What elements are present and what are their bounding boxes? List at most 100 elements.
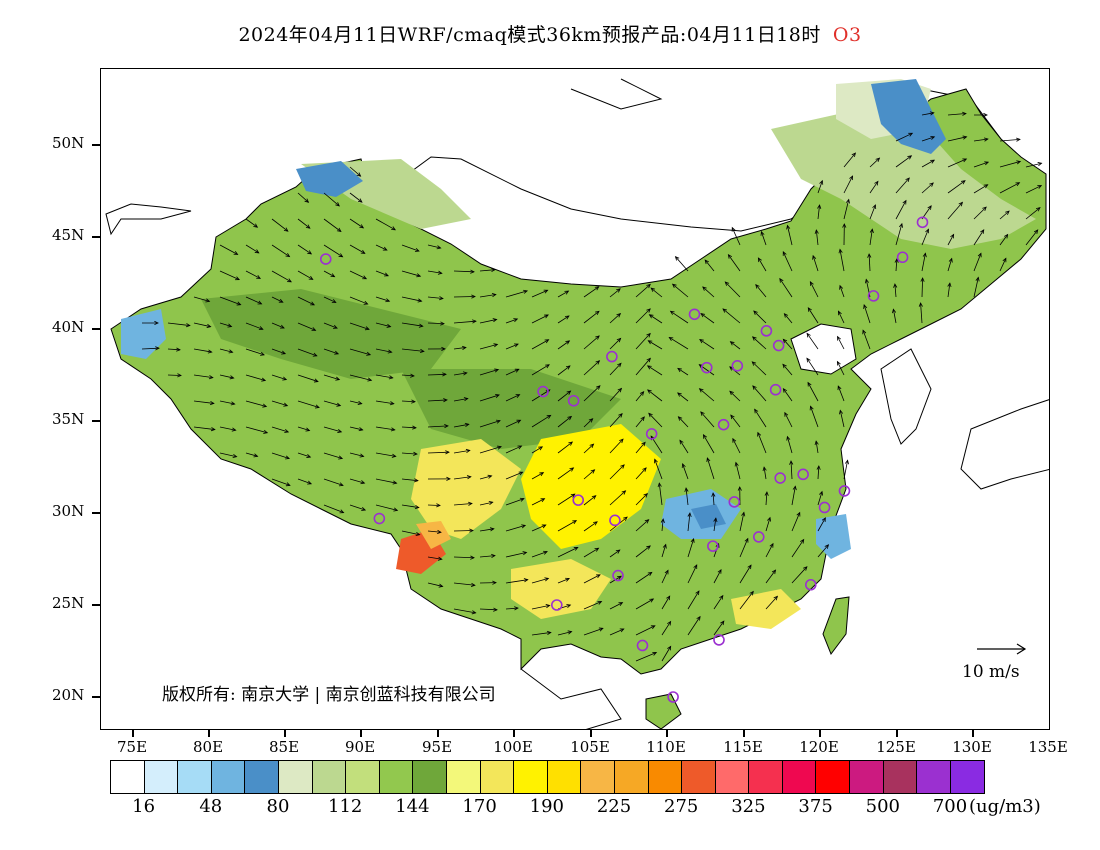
wind-vector [297,192,309,203]
wind-vector-head [338,253,344,258]
wind-vector-head [875,157,881,162]
wind-vector-head [646,332,651,338]
wind-vector [817,544,829,558]
yellow-patch-south-tibet [411,439,521,539]
wind-vector-head [593,521,598,526]
wind-vector [427,556,442,560]
wind-vector [271,218,289,232]
wind-vector-head [773,595,779,601]
wind-vector-head [488,500,494,505]
colorbar-swatch [346,761,380,793]
balkhash-outline [105,203,192,236]
wind-vector [193,374,213,379]
wind-vector [349,322,370,330]
wind-vector-head [737,486,742,491]
korea-outline [880,348,932,445]
station-marker [896,251,909,264]
wind-vector [245,400,267,407]
wind-vector [349,218,364,229]
wind-vector [635,442,646,454]
wind-vector-head [564,290,570,295]
wind-vector [245,322,263,330]
wind-vector-head [367,377,373,382]
lon-label-105e: 105E [570,738,610,756]
wind-vector-head [891,308,897,314]
lat-tick [92,236,100,238]
wind-vector-head [616,337,622,343]
wind-vector [557,467,574,480]
wind-vector-head [639,391,645,396]
wind-vector-head [1002,257,1007,263]
wind-vector-head [285,482,291,487]
wind-vector [531,289,548,298]
wind-vector [349,400,362,405]
wind-vector-head [543,550,548,555]
wind-vector-head [722,308,728,313]
wind-vector-field [141,111,1043,662]
wind-vector-head [564,315,570,320]
wind-vector [702,286,715,298]
wind-vector [807,307,819,324]
wind-vector-head [492,318,498,323]
wind-vector-head [618,412,623,418]
wind-vector-head [357,198,363,203]
colorbar-swatch [480,761,515,793]
wind-vector-head [414,247,420,252]
wind-vector [219,374,234,379]
lon-tick [666,730,668,737]
wind-vector [479,446,502,454]
wind-vector [453,398,468,402]
wind-vector [583,310,600,324]
lon-tick [590,730,592,737]
wind-vector [635,598,654,610]
station-marker [373,512,386,525]
wind-vector [765,596,778,610]
wind-vector-head [1003,233,1009,239]
wind-vector-head [176,347,181,352]
wind-vector [479,369,499,376]
wind-vector [531,364,550,376]
wind-vector-head [851,152,857,158]
station-marker [804,578,817,591]
wind-vector [609,313,621,324]
wind-vector [557,416,572,428]
station-marker [769,383,782,396]
wind-vector [703,434,715,454]
wind-vector [782,364,793,376]
wind-vector-head [419,348,425,354]
wind-vector-head [567,415,573,421]
wind-vector-head [729,341,735,346]
wind-vector-head [907,155,913,160]
wind-vector [219,400,235,405]
wind-vector [650,287,663,298]
wind-vector [453,476,471,480]
wind-vector-head [824,544,830,549]
wind-vector-head [436,245,442,250]
wind-vector [895,223,903,246]
wind-vector-head [338,482,344,487]
wind-vector [973,206,987,220]
wind-vector-head [771,569,777,575]
wind-vector [817,491,823,506]
wind-vector [894,284,897,298]
colorbar-swatch [648,761,683,793]
wind-vector [427,582,443,587]
wind-vector [323,192,340,207]
wind-vector-head [444,424,449,429]
wind-vector [1025,207,1041,220]
lon-tick [513,730,515,737]
wind-vector [947,180,966,194]
wind-vector-head [470,269,475,274]
wind-vector-head [753,310,758,315]
map-panel[interactable] [100,68,1050,730]
wind-vector-head [254,249,260,254]
wind-vector-head [643,493,648,498]
colorbar-label: 190 [529,796,564,817]
wind-vector [787,436,793,454]
colorbar-label: 48 [199,796,223,817]
colorbar-swatch [514,761,548,793]
station-marker [774,472,786,484]
wind-vector-head [513,318,519,323]
wind-vector [791,512,801,532]
wind-vector-head [845,198,850,204]
